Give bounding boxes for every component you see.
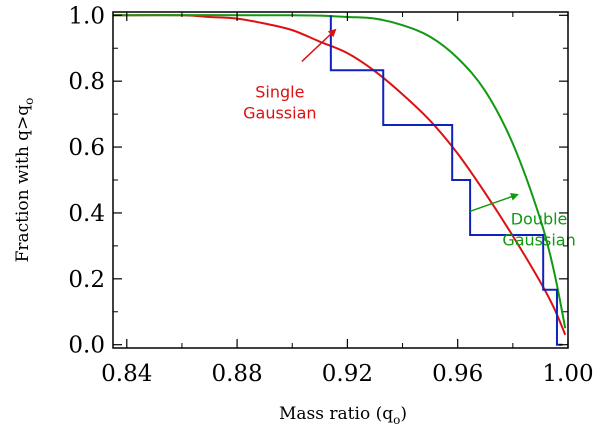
x-tick-label: 0.96 — [432, 361, 483, 387]
y-tick-label: 0.8 — [68, 69, 105, 95]
y-tick-label: 0.0 — [68, 333, 105, 359]
annotation-arrow-double-gaussian — [469, 193, 519, 213]
annotation-label-double-gaussian: Double Gaussian — [502, 209, 575, 249]
x-tick-label: 0.84 — [101, 361, 152, 387]
y-tick-label: 0.6 — [68, 135, 105, 161]
series-line-single-gaussian — [113, 14, 567, 336]
y-tick-label: 1.0 — [68, 3, 105, 29]
series-line-double-gaussian — [113, 14, 567, 329]
y-tick-label: 0.2 — [68, 267, 105, 293]
annotation-arrow-single-gaussian — [301, 28, 337, 62]
tick-layer: 0.84 0.88 0.92 0.96 1.00 0.0 0.2 0.4 0.6 0.8 1.0 — [68, 3, 593, 387]
y-tick-label: 0.4 — [68, 201, 105, 227]
x-tick-label: 0.92 — [322, 361, 373, 387]
annotation-label-single-gaussian: Single Gaussian — [243, 83, 316, 123]
x-axis-title: Mass ratio (qo) — [279, 404, 407, 427]
series-layer — [113, 14, 567, 346]
series-line-observed — [329, 15, 563, 346]
plot-frame — [112, 11, 569, 349]
x-tick-label: 1.00 — [542, 361, 593, 387]
y-axis-title: Fraction with q>qo — [13, 98, 36, 263]
x-tick-label: 0.88 — [211, 361, 262, 387]
annotation-layer: Single Gaussian Double Gaussian — [243, 28, 576, 249]
